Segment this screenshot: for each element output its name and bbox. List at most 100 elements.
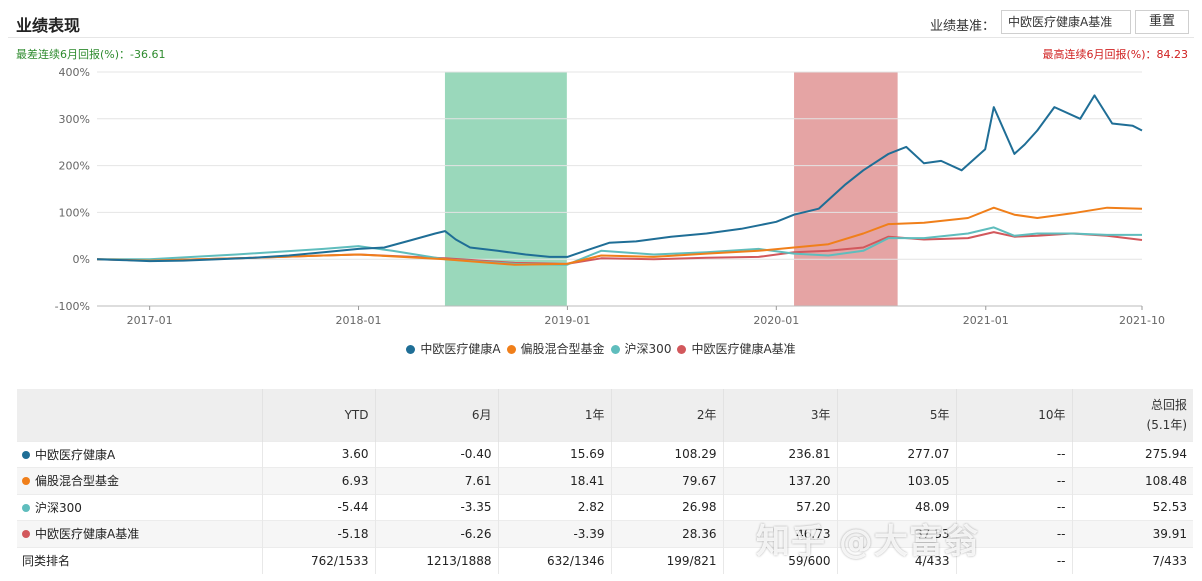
performance-panel: 业绩表现 业绩基准： 中欧医疗健康A基准 重置 最差连续6月回报(%)：-36.… [8,4,1194,576]
table-cell: 46.73 [722,520,837,547]
series-marker [22,503,30,512]
table-cell: -3.35 [374,493,498,521]
row-label: 中欧医疗健康A基准 [17,520,262,547]
table-cell: -- [955,520,1072,547]
table-cell: -3.39 [497,520,611,547]
column-header-text: (5.1年) [1146,417,1187,432]
table-cell: 137.20 [722,467,837,494]
column-header: 6月 [374,389,498,441]
column-header-text: 5年 [929,408,950,423]
row-label-text: 同类排名 [22,554,71,568]
table-cell: 108.48 [1071,467,1193,494]
legend-label: 中欧医疗健康A基准 [691,342,796,356]
column-header-text: 3年 [810,408,831,423]
legend-item[interactable]: 偏股混合型基金 [506,340,605,357]
series-line [97,226,1142,266]
benchmark-select[interactable]: 中欧医疗健康A基准 [1001,10,1131,34]
legend-marker [610,345,620,354]
best-6m-return: 最高连续6月回报(%)：84.23 [1042,48,1188,61]
table-cell: -5.18 [261,520,375,547]
legend-label: 沪深300 [624,342,672,356]
table-cell: 3.60 [261,440,375,468]
table-cell: 7/433 [1071,546,1193,574]
table-cell: 1213/1888 [374,546,498,574]
table-cell: 4/433 [836,546,956,574]
y-tick-label: 400% [59,66,90,79]
table-cell: 59/600 [722,546,837,574]
table-cell: -- [955,467,1072,494]
table-cell: 39.91 [1071,520,1193,547]
highlight-band-worst [444,72,567,306]
column-header: 3年 [722,389,837,441]
series-line [96,94,1143,263]
chart-svg: -100% 0% 100% 200% 300% 400% 2017-01 2018-01 201… [55,66,1165,327]
row-label-text: 中欧医疗健康A [35,447,116,462]
column-header-text: 1年 [584,408,605,423]
chart-legend: 中欧医疗健康A 偏股混合型基金 沪深300 中欧医疗健康A基准 [8,340,1194,360]
table-header-row: YTD 6月 1年 2年 3年 5年 10年 总回报 (5.1年) [17,389,1193,441]
table-cell: 18.41 [497,467,611,494]
watermark: 知乎 @大富翁 [756,522,979,562]
column-header: 1年 [497,389,611,441]
column-header: YTD [261,389,375,441]
table-cell: 7.61 [374,467,498,494]
table-cell: 15.69 [497,440,611,468]
legend-label: 偏股混合型基金 [520,342,605,356]
table-cell: -0.40 [374,440,498,468]
panel-header: 业绩表现 业绩基准： 中欧医疗健康A基准 重置 [8,4,1194,38]
table-cell: -5.44 [261,493,375,521]
table-cell: 79.67 [610,467,723,494]
legend-item[interactable]: 中欧医疗健康A [406,340,501,357]
table-cell: 108.29 [610,440,723,468]
table-cell: -6.26 [374,520,498,547]
series-marker [22,450,30,459]
x-tick-label: 2021-10 [1119,314,1165,327]
table-cell: 6.93 [261,467,375,494]
legend-marker [406,345,416,354]
reset-button[interactable]: 重置 [1135,10,1189,34]
table-cell: 236.81 [722,440,837,468]
benchmark-label: 业绩基准： [930,19,996,34]
table-row: 偏股混合型基金 6.93 7.61 18.41 79.67 137.20 103.05 -- 1… [17,467,1193,494]
column-header: 2年 [610,389,723,441]
table-cell: 275.94 [1071,440,1193,468]
column-header [17,389,262,441]
x-tick-label: 2021-01 [963,314,1009,327]
table-cell: -- [955,546,1072,574]
table-row: 沪深300 -5.44 -3.35 2.82 26.98 57.20 48.09 -- 52.5… [17,493,1193,521]
table-cell: 57.20 [722,493,837,521]
table-cell: 37.33 [836,520,956,547]
highlight-band-best [794,72,898,306]
y-tick-label: -100% [55,300,90,313]
x-tick-label: 2017-01 [127,314,173,327]
table-cell: 26.98 [610,493,723,521]
legend-label: 中欧医疗健康A [420,342,501,356]
table-cell: 632/1346 [497,546,611,574]
x-tick-label: 2020-01 [753,314,799,327]
column-header: 总回报 (5.1年) [1071,389,1193,441]
column-header: 10年 [955,389,1072,441]
row-label: 偏股混合型基金 [17,467,262,494]
column-header-text: YTD [344,407,369,422]
line-chart: -100% 0% 100% 200% 300% 400% 2017-01 2018-01 201… [8,60,1194,360]
column-header-text: 10年 [1038,408,1066,423]
legend-marker [677,345,687,354]
series-marker [22,477,30,486]
legend-item[interactable]: 中欧医疗健康A基准 [677,340,796,357]
table-cell: 277.07 [836,440,956,468]
row-label: 中欧医疗健康A [17,440,262,468]
table-cell: 762/1533 [261,546,375,574]
row-label: 沪深300 [17,493,262,521]
table-cell: 52.53 [1071,493,1193,521]
row-label: 同类排名 [17,546,262,574]
panel-title: 业绩表现 [16,16,81,35]
row-label-text: 偏股混合型基金 [35,474,120,489]
row-label-text: 中欧医疗健康A基准 [35,527,140,542]
table-cell: -- [955,493,1072,521]
column-header-text: 总回报 [1150,397,1187,412]
y-tick-label: 100% [59,206,90,219]
legend-marker [506,345,516,354]
table-cell: 103.05 [836,467,956,494]
table-cell: -- [955,440,1072,468]
legend-item[interactable]: 沪深300 [610,340,672,357]
